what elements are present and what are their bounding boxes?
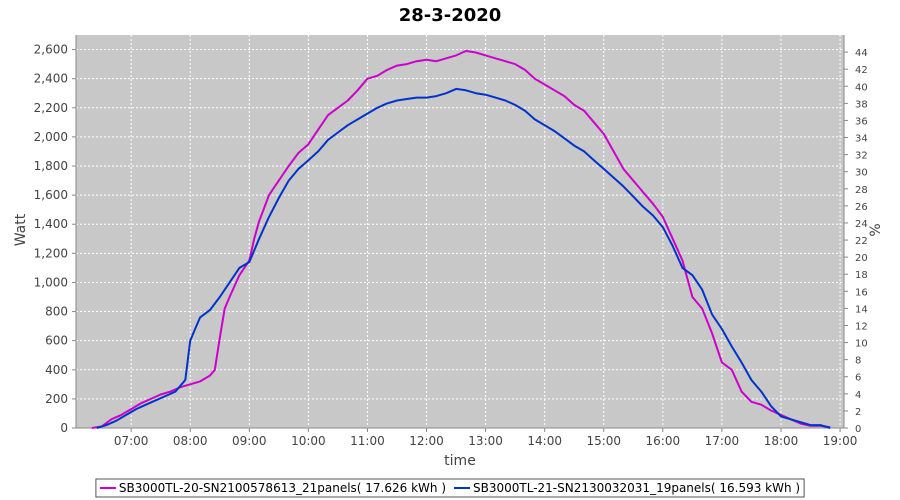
x-tick-label: 14:00 (527, 434, 562, 448)
y2-tick-label: 10 (855, 339, 868, 350)
x-axis-label: time (444, 453, 476, 469)
legend-box (95, 478, 805, 498)
x-tick-label: 18:00 (764, 434, 799, 448)
y-tick-label: 0 (60, 421, 68, 435)
y-tick-label: 2,200 (34, 101, 68, 115)
x-tick-label: 16:00 (646, 434, 681, 448)
y2-tick-label: 36 (855, 116, 868, 127)
x-tick-label: 19:00 (823, 434, 858, 448)
y2-tick-label: 38 (855, 99, 868, 110)
legend: SB3000TL-20-SN2100578613_21panels( 17.62… (95, 478, 805, 498)
x-tick-label: 13:00 (468, 434, 503, 448)
legend-item-1: SB3000TL-20-SN2100578613_21panels( 17.62… (99, 481, 446, 495)
y2-tick-label: 0 (855, 424, 861, 435)
legend-label: SB3000TL-20-SN2100578613_21panels( 17.62… (119, 481, 446, 495)
chart-title: 28-3-2020 (399, 5, 502, 26)
series-line-1 (91, 50, 831, 429)
y2-tick-label: 4 (855, 390, 861, 401)
y-tick-label: 2,600 (34, 43, 68, 57)
y-tick-label: 400 (45, 363, 68, 377)
y2-tick-label: 22 (855, 236, 868, 247)
y-tick-label: 1,600 (34, 188, 68, 202)
y-tick-label: 600 (45, 334, 68, 348)
y2-tick-label: 6 (855, 373, 861, 384)
y2-tick-label: 14 (855, 304, 868, 315)
plot-area (76, 35, 844, 428)
x-tick-label: 17:00 (705, 434, 740, 448)
y2-tick-label: 44 (855, 48, 868, 59)
y-tick-label: 800 (45, 305, 68, 319)
y2-tick-label: 20 (855, 253, 868, 264)
y-axis-label: Watt (13, 213, 29, 246)
y2-tick-label: 40 (855, 82, 868, 93)
x-tick-label: 15:00 (586, 434, 621, 448)
y2-axis-label: % (868, 223, 884, 236)
y2-tick-label: 34 (855, 134, 868, 145)
y-tick-label: 2,400 (34, 72, 68, 86)
y-tick-label: 1,400 (34, 217, 68, 231)
series-line-2 (96, 87, 831, 429)
legend-item-2: SB3000TL-21-SN2130032031_19panels( 16.59… (454, 481, 800, 495)
y-tick-label: 1,000 (34, 275, 68, 289)
x-tick-label: 12:00 (409, 434, 444, 448)
y2-tick-label: 2 (855, 407, 861, 418)
y2-tick-label: 42 (855, 65, 868, 76)
x-tick-label: 11:00 (350, 434, 385, 448)
y2-tick-label: 12 (855, 321, 868, 332)
x-tick-label: 10:00 (291, 434, 326, 448)
x-tick-label: 07:00 (114, 434, 149, 448)
y2-tick-label: 28 (855, 185, 868, 196)
y2-tick-label: 8 (855, 356, 861, 367)
y-tick-label: 200 (45, 392, 68, 406)
y2-tick-label: 32 (855, 151, 868, 162)
y-tick-label: 2,000 (34, 130, 68, 144)
y2-tick-label: 26 (855, 202, 868, 213)
legend-label: SB3000TL-21-SN2130032031_19panels( 16.59… (473, 481, 800, 495)
y2-tick-label: 30 (855, 168, 868, 179)
y-tick-label: 1,800 (34, 159, 68, 173)
y2-tick-label: 24 (855, 219, 868, 230)
y2-tick-label: 16 (855, 287, 868, 298)
y2-tick-label: 18 (855, 270, 868, 281)
x-tick-label: 09:00 (232, 434, 267, 448)
y-tick-label: 1,200 (34, 246, 68, 260)
x-tick-label: 08:00 (173, 434, 208, 448)
